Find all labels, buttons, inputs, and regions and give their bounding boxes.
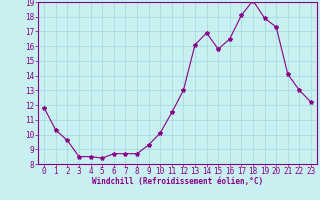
- X-axis label: Windchill (Refroidissement éolien,°C): Windchill (Refroidissement éolien,°C): [92, 177, 263, 186]
